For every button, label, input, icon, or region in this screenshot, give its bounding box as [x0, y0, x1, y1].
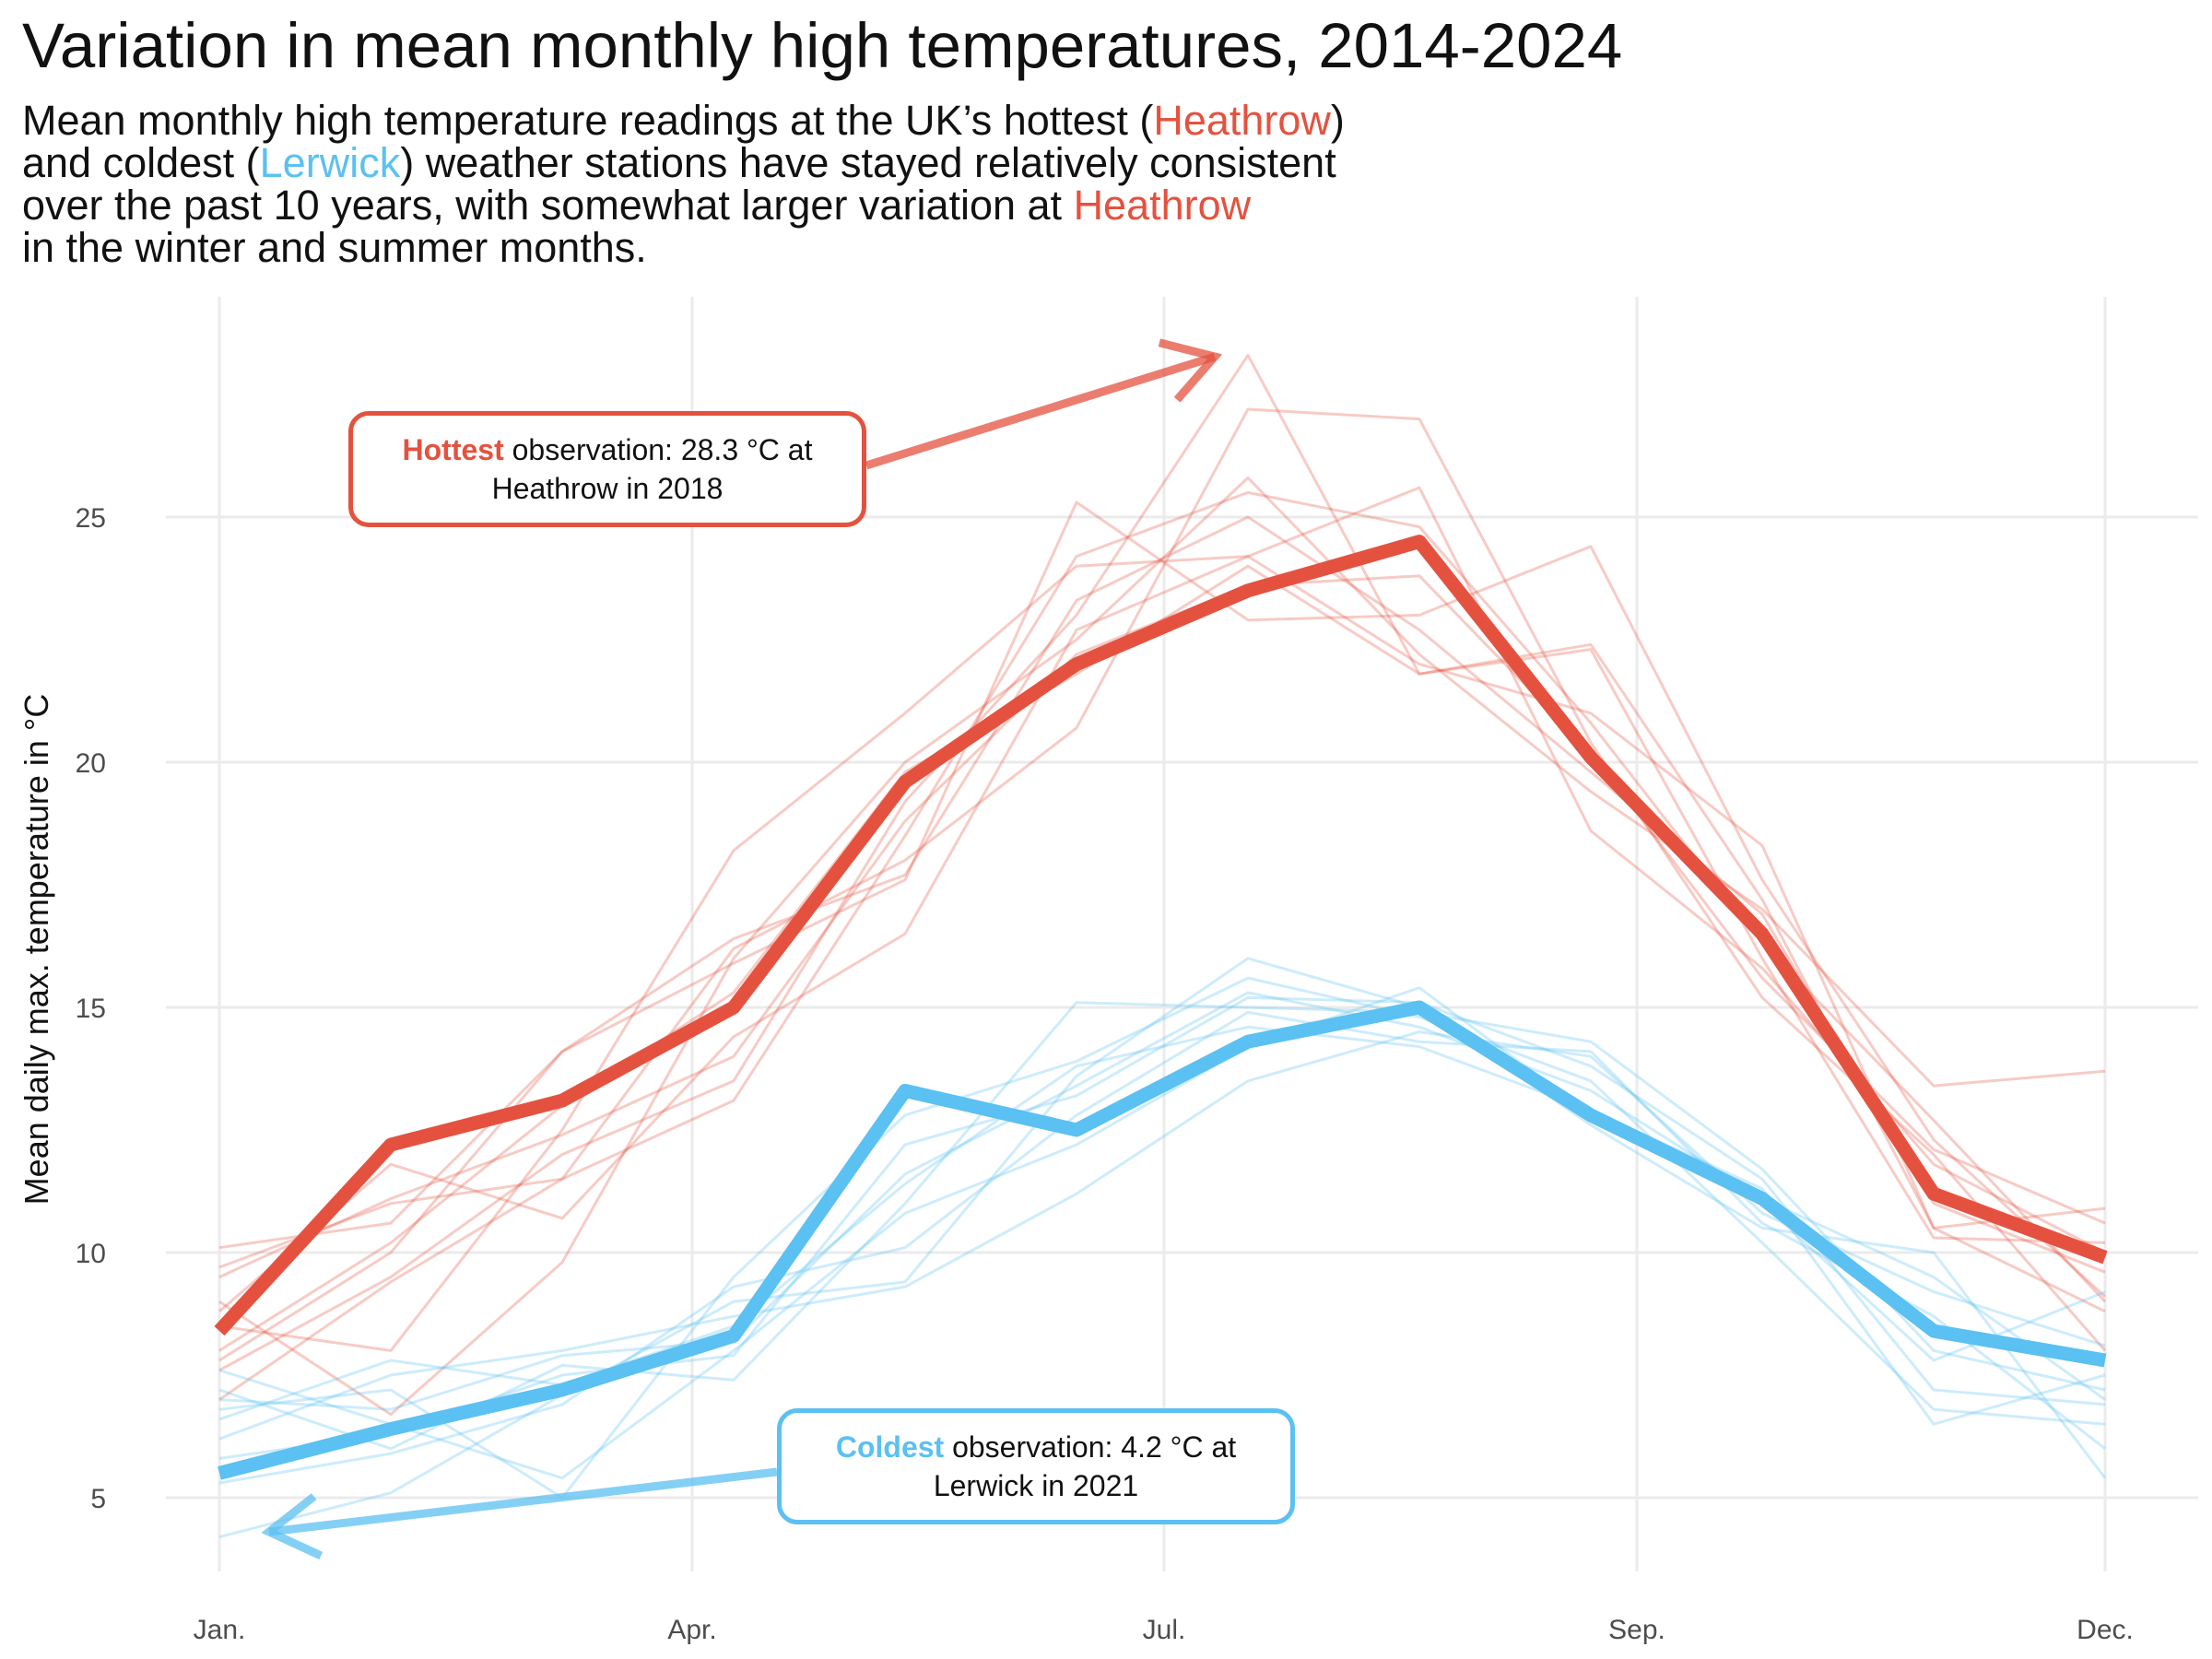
subtitle-line-2: and coldest (Lerwick) weather stations h… — [22, 142, 1589, 184]
y-tick-label: 20 — [76, 748, 106, 779]
subtitle-line-4: in the winter and summer months. — [22, 224, 647, 271]
y-tick-label: 15 — [76, 994, 106, 1024]
chart-title: Variation in mean monthly high temperatu… — [22, 10, 1623, 81]
x-tick-label: Jan. — [194, 1615, 246, 1645]
hottest-arrow — [865, 352, 1217, 470]
heathrow-year-line — [218, 515, 2106, 1362]
annotation-arrows — [261, 338, 1223, 1560]
subtitle-line-3: over the past 10 years, with somewhat la… — [22, 184, 1589, 227]
highlight-lines — [214, 535, 2108, 1480]
hottest-annotation-line-1: Hottest observation: 28.3 °C at — [353, 430, 862, 469]
chart-subtitle: Mean monthly high temperature readings a… — [22, 100, 1589, 269]
y-tick-label: 5 — [90, 1484, 106, 1514]
subtitle-lerwick: Lerwick — [259, 139, 401, 186]
y-tick-label: 10 — [76, 1239, 106, 1269]
y-axis-label: Mean daily max. temperature in °C — [18, 694, 55, 1206]
x-tick-label: Jul. — [1143, 1615, 1186, 1645]
subtitle-heathrow: Heathrow — [1153, 97, 1331, 144]
coldest-text: observation: 4.2 °C at — [944, 1430, 1237, 1464]
hottest-arrow-head — [1158, 338, 1223, 403]
heathrow-year-line — [218, 486, 2106, 1312]
y-tick-label: 25 — [76, 503, 106, 534]
lerwick-year-line — [218, 995, 2106, 1460]
lerwick-year-line — [218, 986, 2106, 1480]
x-tick-label: Sep. — [1608, 1615, 1665, 1645]
lerwick-year-line — [218, 991, 2106, 1411]
coldest-label: Coldest — [835, 1430, 945, 1464]
subtitle-text: and coldest ( — [22, 139, 260, 186]
x-tick-label: Apr. — [667, 1615, 716, 1645]
heathrow-year-line — [218, 476, 2106, 1417]
subtitle-text: over the past 10 years, with somewhat la… — [22, 182, 1074, 229]
subtitle-text: ) weather stations have stayed relativel… — [400, 139, 1336, 186]
heathrow-mean-line — [214, 535, 2108, 1336]
grid — [166, 297, 2198, 1571]
x-tick-label: Dec. — [2077, 1615, 2134, 1645]
heathrow-year-line — [218, 574, 2106, 1278]
coldest-arrow-head — [261, 1493, 324, 1560]
hottest-label: Hottest — [402, 433, 504, 466]
coldest-annotation-line-1: Coldest observation: 4.2 °C at — [782, 1428, 1290, 1466]
hottest-annotation: Hottest observation: 28.3 °C at Heathrow… — [348, 411, 866, 527]
subtitle-line-1: Mean monthly high temperature readings a… — [22, 100, 1589, 142]
background-lines — [218, 353, 2107, 1539]
subtitle-heathrow: Heathrow — [1073, 182, 1252, 229]
subtitle-text: Mean monthly high temperature readings a… — [22, 97, 1154, 144]
lerwick-year-line — [218, 1001, 2106, 1451]
heathrow-year-line — [218, 407, 2107, 1352]
coldest-annotation: Coldest observation: 4.2 °C at Lerwick i… — [777, 1408, 1295, 1524]
heathrow-year-line — [218, 555, 2106, 1352]
heathrow-year-line — [218, 500, 2107, 1299]
tick-labels: 5 10 15 20 25 Jan. Apr. Jul. Sep. Dec. — [76, 503, 2134, 1645]
coldest-arrow — [268, 1467, 778, 1536]
lerwick-year-line — [218, 976, 2106, 1500]
lerwick-mean-line — [218, 1000, 2107, 1480]
heathrow-year-line — [218, 353, 2106, 1372]
subtitle-text: ) — [1330, 97, 1345, 144]
lerwick-year-line — [218, 957, 2107, 1539]
coldest-annotation-line-2: Lerwick in 2021 — [933, 1469, 1139, 1502]
hottest-annotation-line-2: Heathrow in 2018 — [491, 472, 724, 505]
lerwick-year-line — [218, 1010, 2106, 1485]
hottest-text: observation: 28.3 °C at — [503, 433, 813, 466]
